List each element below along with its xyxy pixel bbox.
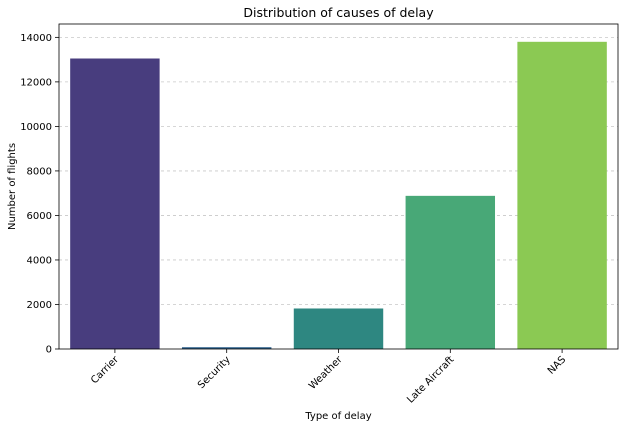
bar-late-aircraft — [405, 195, 496, 349]
bar-weather — [293, 308, 384, 349]
chart-title: Distribution of causes of delay — [243, 5, 434, 20]
y-tick-label: 8000 — [27, 166, 52, 177]
bar-security — [181, 347, 272, 349]
y-ticks: 0 2000 4000 6000 8000 10000 12000 14000 — [20, 33, 59, 356]
y-tick-label: 0 — [46, 345, 52, 356]
x-ticks: Carrier Security Weather Late Aircraft NAS — [89, 349, 568, 406]
y-axis-label: Number of flights — [7, 143, 18, 230]
y-tick-label: 12000 — [20, 77, 52, 88]
bar-nas — [517, 41, 607, 349]
x-tick-label: NAS — [546, 354, 568, 376]
bars — [70, 41, 607, 350]
y-tick-label: 4000 — [27, 255, 52, 266]
bar-carrier — [70, 58, 160, 350]
y-tick-label: 6000 — [27, 211, 52, 222]
y-tick-label: 14000 — [20, 33, 52, 44]
y-tick-label: 10000 — [20, 122, 52, 133]
x-tick-label: Carrier — [89, 354, 122, 387]
x-axis-label: Type of delay — [304, 411, 371, 422]
x-tick-label: Weather — [307, 354, 345, 392]
x-tick-label: Security — [196, 354, 233, 391]
x-tick-label: Late Aircraft — [405, 354, 456, 405]
y-tick-label: 2000 — [27, 300, 52, 311]
